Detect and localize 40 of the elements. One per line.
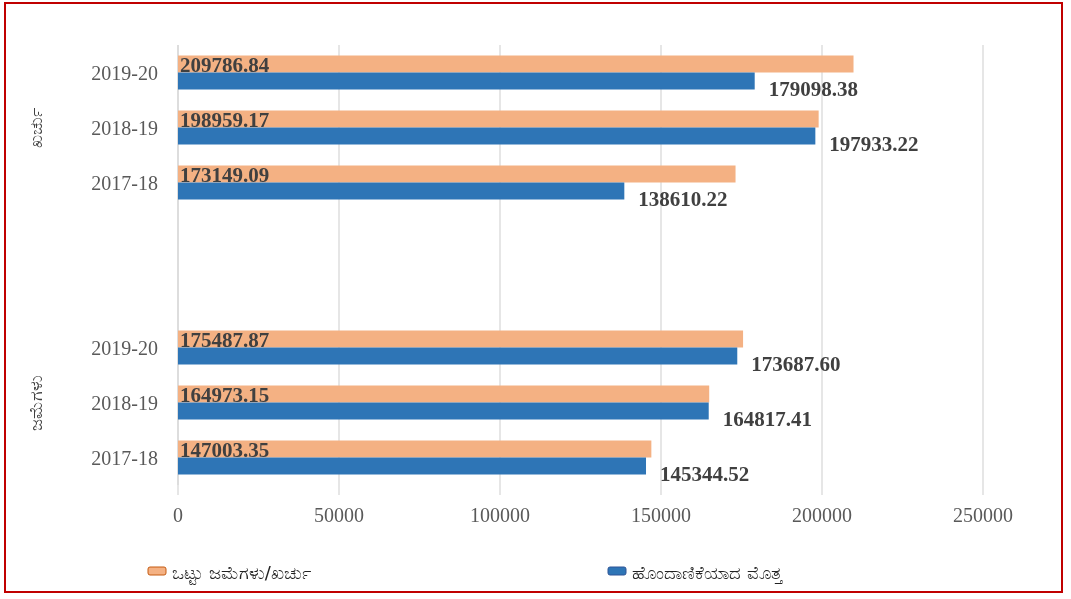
x-tick-label: 0	[173, 504, 183, 526]
bar	[178, 72, 755, 90]
bar	[178, 165, 736, 183]
data-label: 197933.22	[829, 131, 919, 156]
y-tick-label: 2019-20	[91, 336, 158, 359]
data-label: 164973.15	[180, 382, 270, 407]
text: ಖರ್ಚು	[25, 107, 46, 148]
data-label: 179098.38	[768, 76, 858, 101]
bar	[178, 385, 710, 403]
x-tick-label: 200000	[792, 504, 852, 526]
text: ಜಮೆಗಳು	[25, 374, 46, 431]
bar	[178, 55, 854, 73]
data-label: 173149.09	[180, 162, 270, 187]
data-label: 147003.35	[180, 437, 270, 462]
x-tick-label: 150000	[631, 504, 691, 526]
data-label: 145344.52	[660, 461, 750, 486]
data-label: 173687.60	[751, 351, 841, 376]
bar	[178, 402, 709, 420]
bar	[178, 182, 625, 200]
data-label: 198959.17	[180, 107, 270, 132]
x-tick-label: 250000	[953, 504, 1013, 526]
legend-label: ಒಟ್ಟು ಜಮೆಗಳು/ಖರ್ಚು	[172, 562, 311, 585]
bar	[178, 347, 738, 365]
y-tick-label: 2018-19	[91, 116, 158, 139]
data-label: 164817.41	[722, 406, 812, 431]
data-label: 175487.87	[180, 327, 270, 352]
bar	[178, 110, 819, 128]
bar	[178, 440, 652, 458]
data-label: 209786.84	[180, 52, 270, 77]
y-tick-label: 2017-18	[91, 446, 158, 469]
data-label: 138610.22	[638, 186, 728, 211]
legend-label: ಹೊಂದಾಣಿಕೆಯಾದ ಮೊತ್ತ	[632, 562, 783, 584]
bar	[178, 330, 744, 348]
bar	[178, 457, 647, 475]
bar	[178, 127, 816, 145]
x-tick-label: 100000	[470, 504, 530, 526]
y-tick-label: 2017-18	[91, 171, 158, 194]
y-tick-label: 2018-19	[91, 391, 158, 414]
x-tick-label: 50000	[314, 504, 364, 526]
y-tick-label: 2019-20	[91, 61, 158, 84]
